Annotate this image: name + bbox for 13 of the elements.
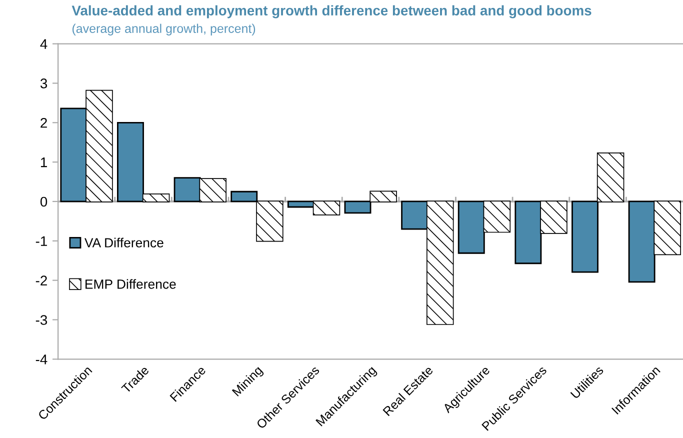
y-tick-label: 0 [40,196,48,207]
y-tick-label: -1 [36,236,47,246]
y-tick-label: 1 [40,158,47,168]
y-tick-label: 3 [40,78,48,88]
legend-label: VA Difference [84,238,164,248]
legend-label: EMP Difference [86,279,176,289]
chart-title: Value-added and employment growth difference between bad and good booms [72,5,592,18]
y-tick-label: 2 [40,118,47,128]
chart-subtitle: (average annual growth, percent) [72,24,256,36]
y-tick-label: -4 [36,354,48,364]
y-tick-label: -3 [36,315,48,325]
y-tick-label: -2 [36,276,47,286]
y-tick-label: 4 [40,39,48,49]
